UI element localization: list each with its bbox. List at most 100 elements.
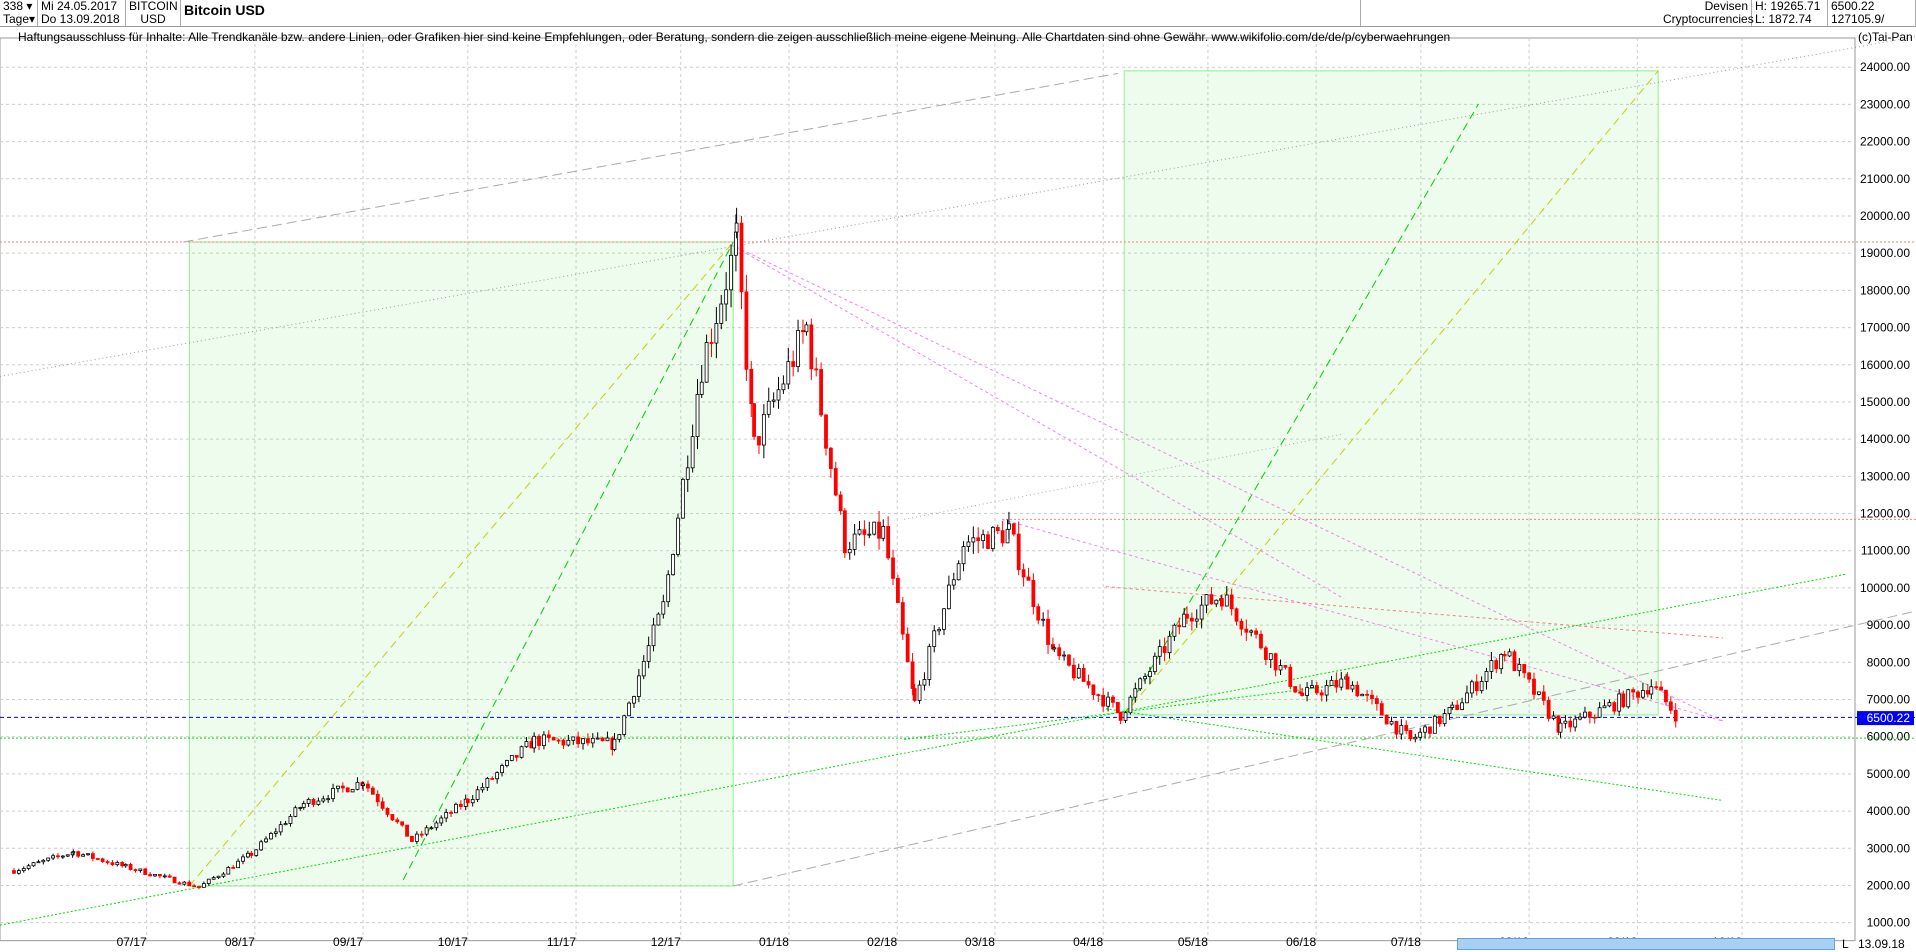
y-tick-label: 9000.00 (1867, 618, 1911, 632)
candle-body (60, 855, 65, 858)
candle-body (1636, 691, 1640, 698)
candle-body (1345, 676, 1350, 690)
candle-body (51, 855, 55, 859)
candle-body (877, 521, 881, 539)
candle-body (881, 525, 886, 539)
volume: 127105.9/ (1831, 12, 1885, 26)
candle-body (704, 342, 709, 383)
date-range[interactable]: Mi 24.05.2017 Do 13.09.2018 (38, 0, 126, 26)
candle-body (1209, 594, 1214, 605)
period-count-select[interactable]: 338 ▾ Tage▾ (0, 0, 38, 26)
candle-body (1148, 671, 1152, 677)
candle-body (1507, 651, 1512, 657)
candle-body (1123, 712, 1128, 721)
candle-body (1432, 715, 1437, 734)
chart-title: Bitcoin USD (181, 0, 1361, 26)
candle-body (766, 400, 771, 415)
candle-body (157, 873, 162, 877)
candle-body (1185, 613, 1189, 619)
candle-body (776, 389, 781, 401)
candle-body (1115, 701, 1120, 713)
y-tick-label: 12000.00 (1860, 507, 1910, 521)
candle-body (86, 853, 90, 856)
candle-body (231, 867, 236, 869)
candle-body (809, 324, 814, 370)
candle-body (1194, 618, 1199, 622)
candle-body (1423, 726, 1427, 733)
y-tick-label: 2000.00 (1867, 878, 1911, 892)
candle-body (581, 738, 585, 745)
candle-body (490, 778, 495, 780)
candle-body (439, 817, 444, 824)
candle-body (419, 833, 424, 836)
candle-body (690, 436, 695, 469)
candle-body (71, 851, 76, 854)
candle-body (241, 856, 245, 862)
candle-body (273, 831, 278, 834)
candle-body (671, 553, 675, 576)
candle-body (961, 546, 966, 565)
candle-body (1143, 676, 1147, 680)
candle-body (804, 324, 809, 333)
candle-body (636, 675, 641, 697)
candle-body (1502, 654, 1507, 657)
y-tick-label: 21000.00 (1860, 172, 1910, 186)
candle-body (1283, 665, 1288, 668)
candle-body (65, 854, 70, 857)
time-scrollbar[interactable] (1457, 938, 1835, 950)
candle-body (336, 785, 340, 789)
candle-body (1162, 646, 1167, 654)
candle-body (123, 864, 128, 867)
candle-body (699, 381, 704, 395)
candle-body (340, 785, 345, 789)
scale-mode[interactable]: L (1842, 937, 1849, 951)
candle-body (1389, 721, 1394, 725)
candle-body (1413, 736, 1418, 740)
candle-body (1310, 685, 1314, 688)
candle-body (1617, 693, 1622, 712)
candle-body (761, 413, 766, 446)
candle-body (1578, 716, 1582, 720)
candle-body (1527, 672, 1531, 680)
candle-body (249, 852, 254, 856)
candle-body (632, 696, 636, 704)
y-tick-label: 23000.00 (1860, 97, 1910, 111)
candle-body (1641, 690, 1645, 698)
x-tick-label: 08/17 (225, 935, 255, 949)
candle-body (714, 323, 719, 344)
candle-body (1057, 647, 1062, 657)
candle-body (1568, 720, 1573, 728)
candle-body (1007, 523, 1011, 530)
symbol-currency: USD (140, 12, 166, 26)
candle-body (1324, 685, 1329, 696)
candle-body (1522, 664, 1527, 674)
candle-body (505, 760, 509, 766)
candle-body (852, 533, 857, 550)
candle-body (912, 688, 917, 701)
downtrend-line (1105, 586, 1723, 639)
candle-body (1612, 702, 1617, 712)
candle-body (153, 873, 157, 877)
x-tick-label: 11/17 (547, 935, 576, 949)
candle-body (1551, 715, 1556, 719)
candle-body (148, 874, 153, 877)
candle-body (390, 814, 395, 821)
candle-body (1016, 533, 1021, 571)
y-tick-label: 8000.00 (1867, 655, 1911, 669)
candle-body (917, 684, 922, 701)
candle-body (576, 736, 581, 745)
candle-body (12, 870, 16, 874)
candle-body (1026, 576, 1031, 581)
candle-body (470, 799, 475, 804)
support-line (904, 683, 1345, 740)
candle-body (1447, 707, 1452, 714)
candle-body (1592, 716, 1597, 719)
candle-body (326, 798, 331, 801)
plot-area (0, 37, 1856, 942)
candle-body (458, 803, 463, 807)
candle-body (749, 368, 754, 405)
candle-body (757, 436, 761, 446)
fan-line (1123, 103, 1479, 716)
candle-body (1573, 718, 1578, 728)
